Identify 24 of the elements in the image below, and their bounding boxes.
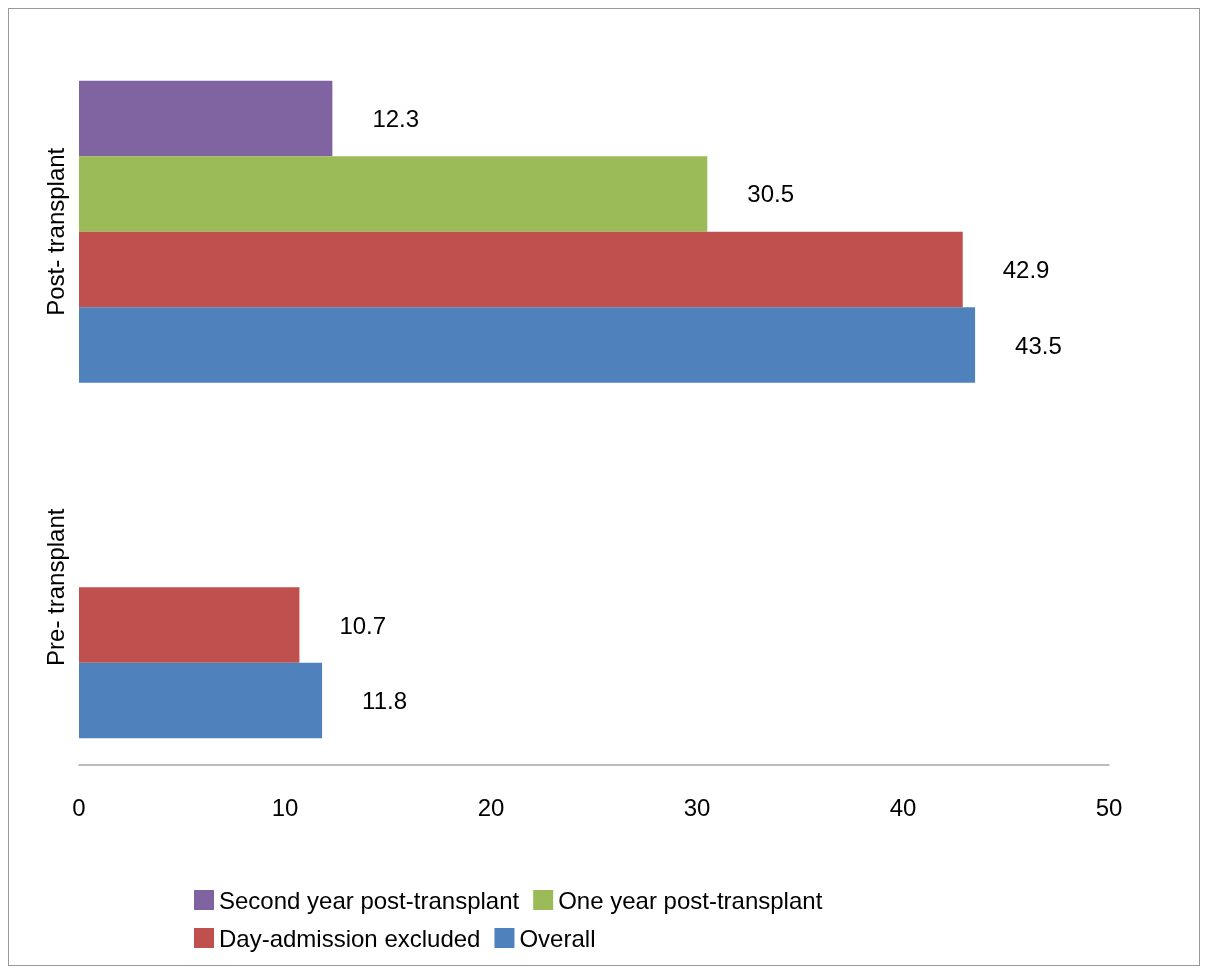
- bar: [79, 156, 708, 232]
- legend-label: Second year post-transplant: [219, 886, 520, 914]
- bar: [79, 307, 976, 383]
- y-tick-label: Pre- transplant: [41, 508, 69, 666]
- data-label: 12.3: [372, 104, 420, 132]
- x-tick-label: 0: [72, 793, 86, 821]
- legend-label: Day-admission excluded: [219, 924, 481, 952]
- x-tick-label: 50: [1095, 793, 1123, 821]
- data-label: 10.7: [339, 611, 387, 639]
- data-label: 42.9: [1002, 256, 1050, 284]
- legend-label: One year post-transplant: [558, 886, 823, 914]
- x-tick-label: 40: [889, 793, 917, 821]
- bar: [79, 231, 963, 308]
- data-label: 30.5: [747, 180, 795, 208]
- x-tick-label: 10: [271, 793, 299, 821]
- data-label: 43.5: [1015, 331, 1062, 359]
- legend-label: Overall: [519, 924, 596, 952]
- data-label: 11.8: [362, 687, 408, 715]
- bar: [79, 587, 300, 663]
- x-tick-label: 30: [683, 793, 711, 821]
- y-tick-label: Post- transplant: [41, 147, 69, 316]
- x-tick-label: 20: [477, 793, 505, 821]
- bar: [79, 80, 333, 157]
- bar: [79, 662, 323, 739]
